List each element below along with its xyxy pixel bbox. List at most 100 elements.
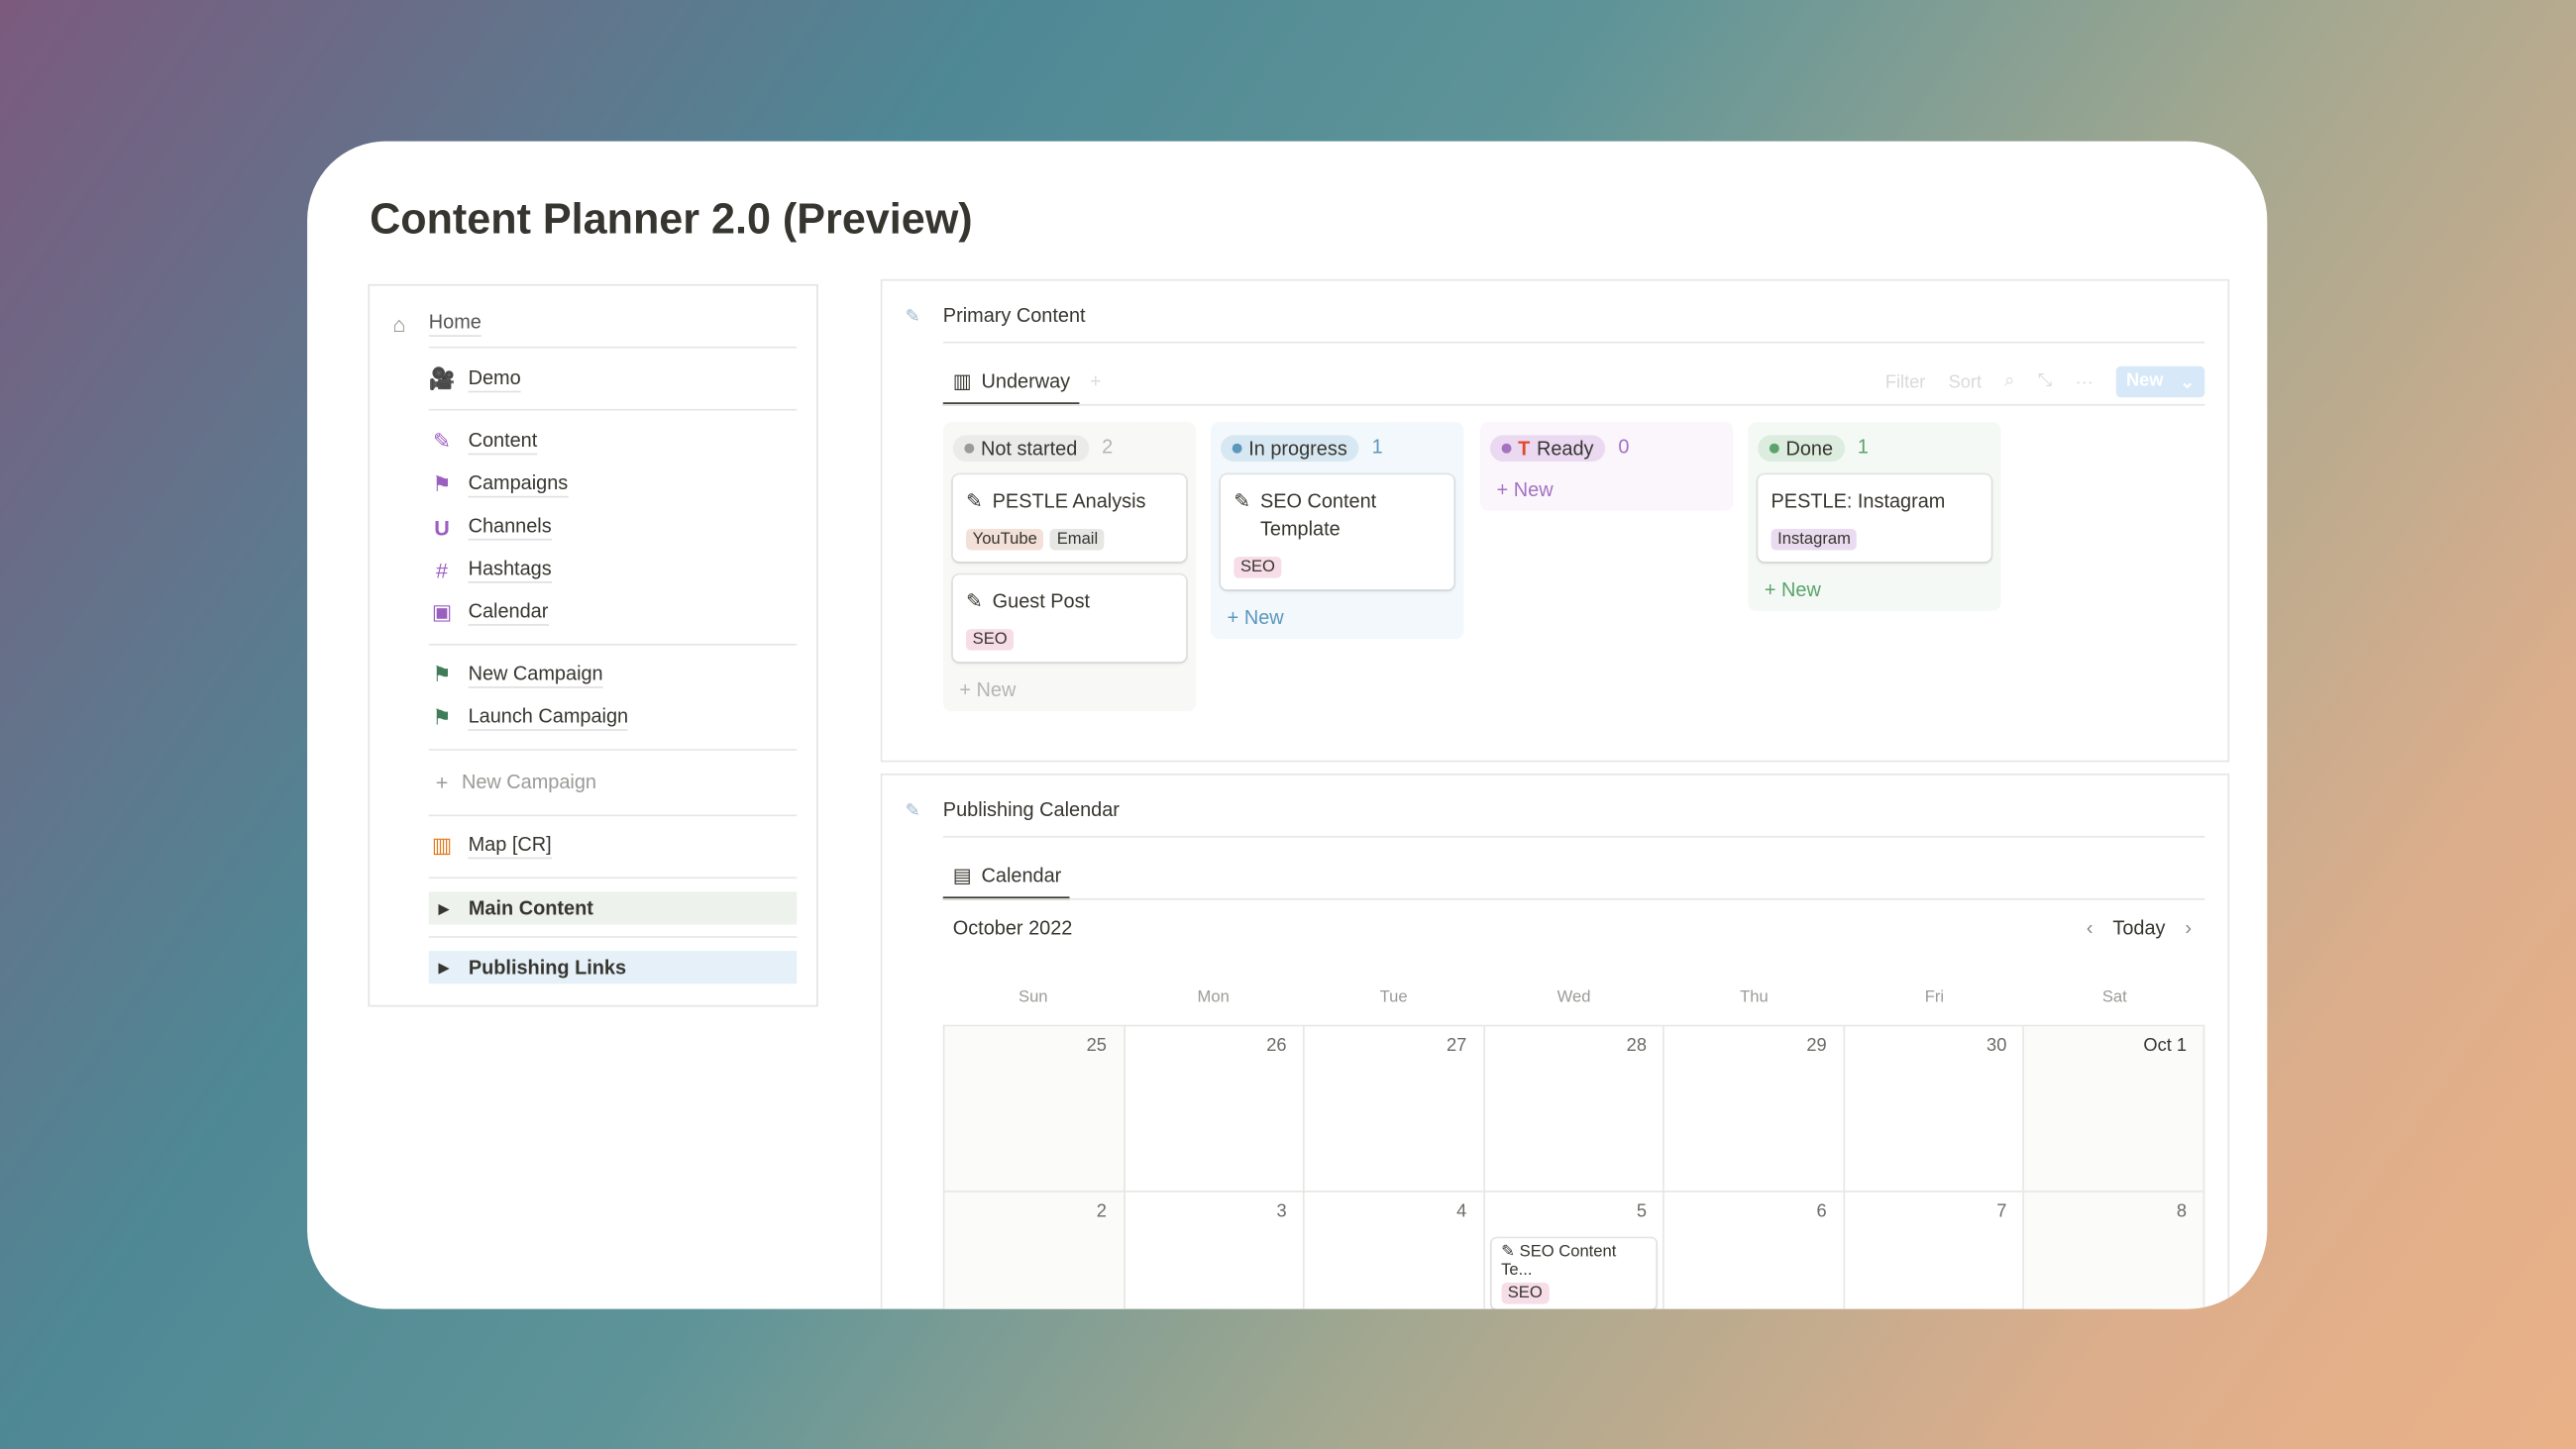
board-card[interactable]: ✎ Guest Post SEO	[952, 574, 1187, 663]
calendar-day[interactable]: 5 ✎ SEO Content Te... SEO	[1485, 1191, 1665, 1309]
tag: SEO	[966, 629, 1015, 651]
primary-content-panel: ✎ Primary Content ▥ Underway + Filter Sort…	[880, 278, 2230, 763]
board-column: In progress 1 ✎ SEO Content Template SEO + Ne…	[1211, 422, 1464, 640]
plus-icon: +	[435, 769, 449, 794]
count: 0	[1618, 435, 1630, 459]
calendar-day[interactable]: 29	[1664, 1026, 1845, 1192]
toggle-main-content[interactable]: ▶ Main Content	[428, 891, 798, 925]
triangle-right-icon: ▶	[438, 900, 449, 916]
calendar-day[interactable]: 6	[1664, 1191, 1845, 1309]
board-card[interactable]: PESTLE: Instagram Instagram	[1758, 474, 1991, 563]
sidebar-item-new-campaign[interactable]: ⚑ New Campaign	[429, 657, 797, 692]
new-card-button[interactable]: + New	[959, 677, 1017, 702]
tab-underway[interactable]: ▥ Underway +	[952, 369, 1102, 393]
new-card-button[interactable]: + New	[1496, 477, 1554, 501]
sidebar-item-launch-campaign[interactable]: ⚑ Launch Campaign	[429, 699, 797, 735]
sidebar-item-content[interactable]: ✎ Content	[429, 424, 797, 460]
camera-icon: 🎥	[428, 365, 456, 391]
filter-button[interactable]: Filter	[1884, 371, 1926, 392]
calendar-day[interactable]: 26	[1125, 1026, 1305, 1192]
calendar-day[interactable]: 7	[1845, 1191, 2025, 1309]
flag-icon: ⚑	[432, 704, 452, 730]
search-icon[interactable]: ⌕	[2004, 370, 2015, 391]
calendar-day[interactable]: 25	[944, 1026, 1126, 1192]
pencil-icon: ✎	[1501, 1243, 1516, 1262]
sort-button[interactable]: Sort	[1948, 371, 1983, 392]
expand-icon[interactable]: ⤡	[2037, 370, 2053, 391]
board-card[interactable]: ✎ SEO Content Template SEO	[1221, 474, 1454, 590]
tag: Instagram	[1771, 528, 1858, 551]
home-icon: ⌂	[392, 311, 406, 337]
sidebar-item-hashtags[interactable]: # Hashtags	[429, 552, 797, 587]
new-button[interactable]: New ⌄	[2116, 365, 2205, 398]
sidebar-item-calendar[interactable]: ▣ Calendar	[429, 594, 797, 630]
calendar-event[interactable]: ✎ SEO Content Te... SEO	[1491, 1238, 1657, 1309]
calendar-day[interactable]: 28	[1484, 1026, 1665, 1192]
chevron-left-icon[interactable]: ‹	[2086, 916, 2093, 940]
count: 2	[1102, 435, 1114, 459]
app-window: Content Planner 2.0 (Preview) ⌂ Home 🎥 Dem…	[307, 141, 2268, 1309]
weekday-label: Mon	[1197, 988, 1230, 1007]
tag: SEO	[1234, 557, 1282, 578]
board-icon: ▥	[952, 369, 972, 393]
sidebar-item-demo[interactable]: 🎥 Demo	[428, 365, 521, 393]
chevron-right-icon[interactable]: ›	[2185, 916, 2193, 940]
pencil-icon: ✎	[433, 428, 452, 454]
calendar-icon: ▤	[952, 864, 972, 887]
sidebar-item-home[interactable]: ⌂ Home	[386, 305, 754, 341]
panel-title: Primary Content	[942, 303, 1086, 327]
month-label: October 2022	[952, 916, 1073, 940]
calendar-day[interactable]: 30	[1844, 1026, 2025, 1192]
weekday-label: Tue	[1379, 988, 1408, 1007]
page-title: Content Planner 2.0 (Preview)	[370, 193, 973, 244]
pencil-icon: ✎	[905, 801, 920, 822]
pencil-icon: ✎	[1234, 489, 1250, 513]
flag-icon: ⚑	[432, 470, 452, 496]
tag: Email	[1050, 528, 1105, 551]
new-card-button[interactable]: + New	[1227, 605, 1284, 630]
weekday-label: Sun	[1019, 988, 1048, 1007]
pencil-icon: ✎	[966, 589, 983, 613]
count: 1	[1371, 435, 1383, 459]
board-card[interactable]: ✎ PESTLE Analysis YouTube Email	[952, 474, 1187, 563]
weekday-label: Thu	[1740, 988, 1769, 1007]
sidebar-item-campaigns[interactable]: ⚑ Campaigns	[429, 466, 797, 502]
chevron-down-icon: ⌄	[2180, 372, 2196, 393]
status-badge: Done	[1758, 435, 1845, 462]
toggle-publishing-links[interactable]: ▶ Publishing Links	[428, 951, 798, 984]
board-column: Not started 2 ✎ PESTLE Analysis YouTube Email…	[942, 422, 1197, 712]
calendar-day[interactable]: 4	[1305, 1191, 1485, 1309]
tag: SEO	[1501, 1283, 1550, 1304]
status-badge: Not started	[952, 435, 1089, 462]
tab-calendar[interactable]: ▤ Calendar	[952, 864, 1062, 887]
board-column: T Ready 0 + New	[1480, 422, 1734, 511]
more-icon[interactable]: ···	[2075, 371, 2093, 392]
map-icon: ▥	[431, 832, 453, 858]
tag: YouTube	[966, 528, 1044, 551]
weekday-label: Fri	[1924, 988, 1945, 1007]
today-button[interactable]: Today	[2112, 916, 2166, 940]
panel-title: Publishing Calendar	[942, 797, 1120, 822]
count: 1	[1857, 435, 1869, 459]
sidebar: ⌂ Home 🎥 Demo ✎ Content ⚑ Campaigns U Channel…	[368, 283, 818, 1007]
new-campaign-button[interactable]: + New Campaign	[429, 764, 797, 799]
sidebar-item-map[interactable]: ▥ Map [CR]	[429, 828, 797, 864]
board-column: Done 1 PESTLE: Instagram Instagram + New	[1748, 422, 2001, 611]
weekday-label: Sat	[2101, 988, 2127, 1007]
calendar-day[interactable]: 27	[1304, 1026, 1485, 1192]
sidebar-item-channels[interactable]: U Channels	[429, 509, 797, 545]
publishing-calendar-panel: ✎ Publishing Calendar ▤ Calendar October …	[880, 774, 2230, 1309]
new-card-button[interactable]: + New	[1764, 577, 1821, 601]
calendar-day[interactable]: Oct 1	[2024, 1026, 2205, 1192]
status-badge: In progress	[1221, 435, 1359, 462]
calendar-day[interactable]: 8	[2024, 1191, 2205, 1309]
add-view-icon[interactable]: +	[1090, 369, 1102, 393]
calendar-day[interactable]: 3	[1125, 1191, 1305, 1309]
calendar-day[interactable]: 2	[944, 1191, 1126, 1309]
calendar-icon: ▣	[431, 599, 453, 625]
gift-icon: T	[1518, 437, 1531, 461]
weekday-label: Wed	[1556, 988, 1591, 1007]
flag-icon: ⚑	[432, 662, 452, 687]
pencil-icon: ✎	[966, 489, 983, 513]
pencil-icon: ✎	[905, 307, 920, 327]
